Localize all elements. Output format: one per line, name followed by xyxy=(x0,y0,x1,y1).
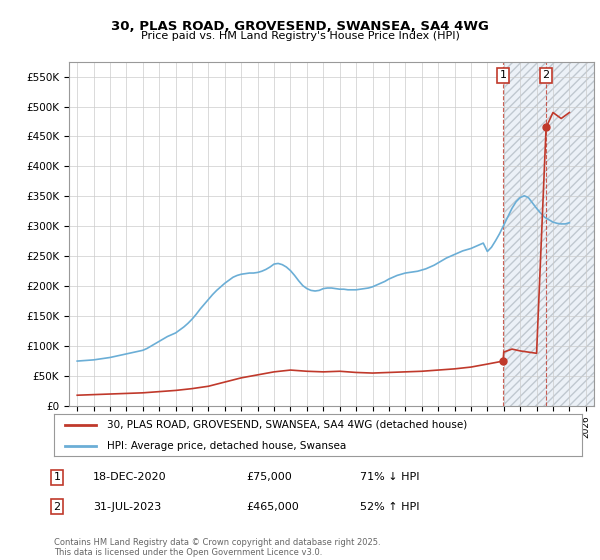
Text: 30, PLAS ROAD, GROVESEND, SWANSEA, SA4 4WG (detached house): 30, PLAS ROAD, GROVESEND, SWANSEA, SA4 4… xyxy=(107,420,467,430)
Text: HPI: Average price, detached house, Swansea: HPI: Average price, detached house, Swan… xyxy=(107,441,346,451)
Text: 2: 2 xyxy=(542,71,550,81)
Text: 1: 1 xyxy=(500,71,506,81)
Text: £75,000: £75,000 xyxy=(246,472,292,482)
Text: 18-DEC-2020: 18-DEC-2020 xyxy=(93,472,167,482)
Text: 1: 1 xyxy=(53,472,61,482)
Text: Contains HM Land Registry data © Crown copyright and database right 2025.
This d: Contains HM Land Registry data © Crown c… xyxy=(54,538,380,557)
Text: 30, PLAS ROAD, GROVESEND, SWANSEA, SA4 4WG: 30, PLAS ROAD, GROVESEND, SWANSEA, SA4 4… xyxy=(111,20,489,32)
Text: 31-JUL-2023: 31-JUL-2023 xyxy=(93,502,161,512)
Text: 52% ↑ HPI: 52% ↑ HPI xyxy=(360,502,419,512)
Text: Price paid vs. HM Land Registry's House Price Index (HPI): Price paid vs. HM Land Registry's House … xyxy=(140,31,460,41)
Bar xyxy=(504,62,594,406)
Text: 2: 2 xyxy=(53,502,61,512)
Bar xyxy=(504,62,594,406)
Text: 71% ↓ HPI: 71% ↓ HPI xyxy=(360,472,419,482)
Text: £465,000: £465,000 xyxy=(246,502,299,512)
